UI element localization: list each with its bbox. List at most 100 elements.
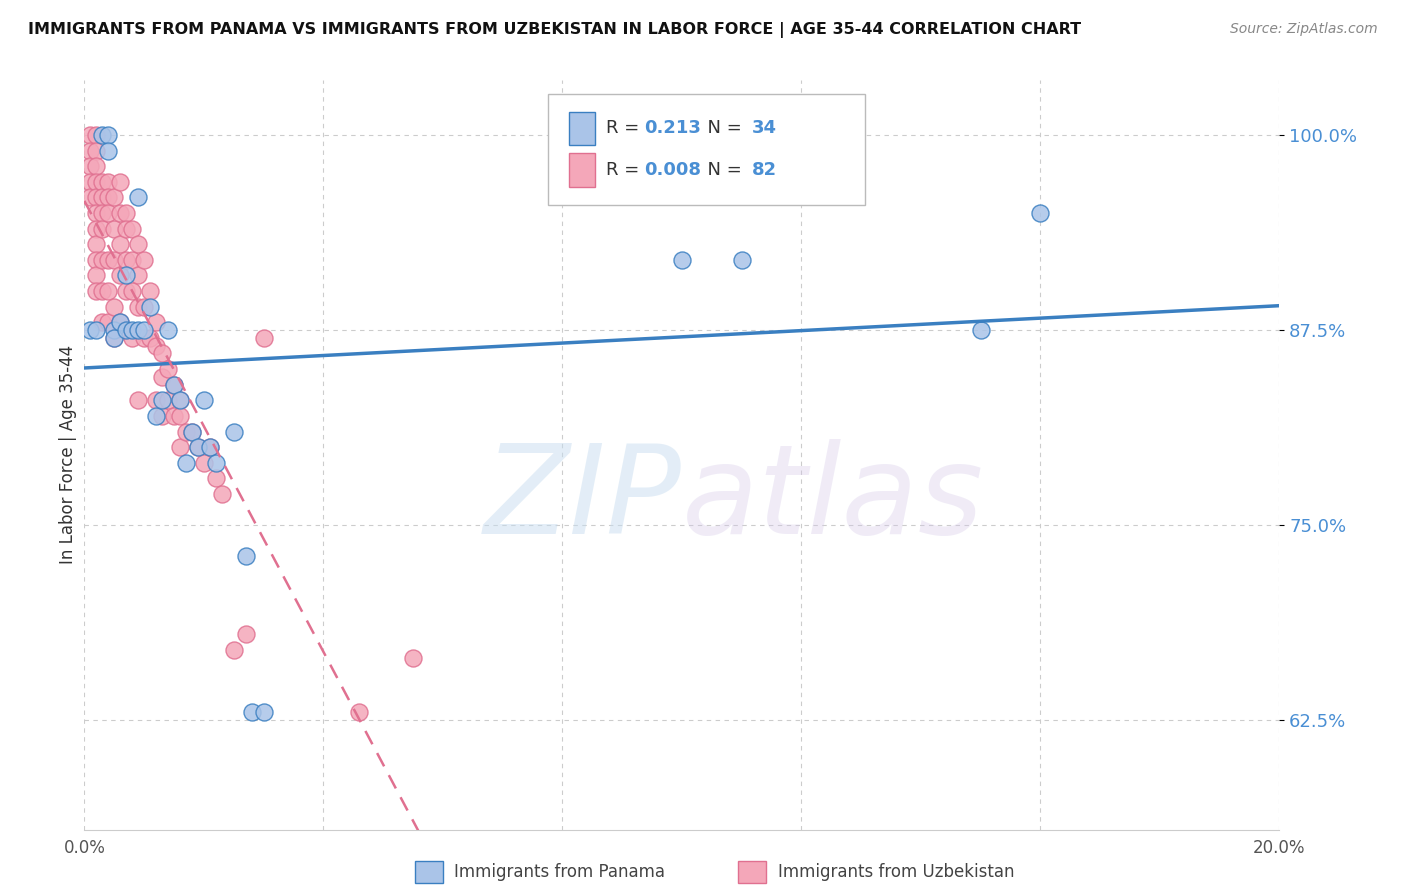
Point: [181, 425, 204, 439]
Point: [121, 331, 143, 345]
Point: [132, 331, 156, 345]
Point: [127, 237, 149, 252]
Point: [163, 377, 186, 392]
Point: [235, 627, 257, 641]
Point: [91, 175, 114, 189]
Point: [145, 315, 167, 329]
Text: N =: N =: [696, 120, 748, 137]
Point: [127, 300, 149, 314]
Point: [115, 206, 138, 220]
Text: atlas: atlas: [682, 440, 984, 560]
Point: [198, 440, 221, 454]
Point: [97, 144, 120, 158]
Point: [240, 706, 263, 720]
Point: [402, 651, 425, 665]
Point: [115, 284, 138, 298]
Point: [103, 221, 125, 235]
Point: [115, 268, 138, 283]
Point: [103, 252, 125, 267]
Point: [169, 409, 191, 423]
Point: [103, 323, 125, 337]
Point: [91, 252, 114, 267]
Point: [132, 300, 156, 314]
Point: [86, 190, 108, 204]
Point: [235, 549, 257, 564]
Point: [169, 440, 191, 454]
Text: IMMIGRANTS FROM PANAMA VS IMMIGRANTS FROM UZBEKISTAN IN LABOR FORCE | AGE 35-44 : IMMIGRANTS FROM PANAMA VS IMMIGRANTS FRO…: [28, 22, 1081, 38]
Point: [86, 206, 108, 220]
Point: [150, 346, 173, 360]
Point: [86, 221, 108, 235]
Point: [121, 323, 143, 337]
Point: [79, 144, 101, 158]
Point: [79, 323, 101, 337]
Point: [174, 425, 197, 439]
Text: N =: N =: [696, 161, 748, 179]
Point: [86, 252, 108, 267]
Point: [970, 323, 993, 337]
Point: [97, 315, 120, 329]
Y-axis label: In Labor Force | Age 35-44: In Labor Force | Age 35-44: [59, 345, 77, 565]
Point: [86, 128, 108, 142]
Point: [157, 393, 180, 408]
Point: [91, 284, 114, 298]
Point: [97, 206, 120, 220]
Point: [163, 377, 186, 392]
Point: [349, 706, 371, 720]
Text: ZIP: ZIP: [484, 440, 682, 560]
Point: [145, 393, 167, 408]
Point: [110, 315, 132, 329]
Point: [110, 268, 132, 283]
Point: [115, 221, 138, 235]
Point: [181, 425, 204, 439]
Point: [103, 331, 125, 345]
Point: [145, 409, 167, 423]
Point: [86, 268, 108, 283]
Point: [127, 190, 149, 204]
Point: [97, 175, 120, 189]
Text: 82: 82: [752, 161, 778, 179]
Point: [127, 393, 149, 408]
Point: [205, 471, 228, 485]
Point: [97, 284, 120, 298]
Point: [253, 706, 276, 720]
Point: [110, 206, 132, 220]
Point: [127, 323, 149, 337]
Text: Immigrants from Uzbekistan: Immigrants from Uzbekistan: [778, 863, 1014, 881]
Point: [91, 190, 114, 204]
Point: [86, 175, 108, 189]
Point: [103, 190, 125, 204]
Point: [671, 252, 693, 267]
Point: [86, 144, 108, 158]
Text: 34: 34: [752, 120, 778, 137]
Point: [110, 175, 132, 189]
Point: [121, 252, 143, 267]
Point: [110, 315, 132, 329]
Point: [79, 159, 101, 173]
Point: [193, 456, 215, 470]
Text: Source: ZipAtlas.com: Source: ZipAtlas.com: [1230, 22, 1378, 37]
Point: [205, 456, 228, 470]
Point: [79, 175, 101, 189]
Point: [145, 338, 167, 352]
Point: [150, 393, 173, 408]
Point: [115, 323, 138, 337]
Point: [121, 284, 143, 298]
Point: [157, 323, 180, 337]
Point: [79, 190, 101, 204]
Point: [139, 300, 162, 314]
Text: R =: R =: [606, 161, 645, 179]
Point: [132, 323, 156, 337]
Point: [139, 331, 162, 345]
Point: [110, 237, 132, 252]
Point: [187, 440, 209, 454]
Point: [222, 643, 245, 657]
Point: [121, 221, 143, 235]
Point: [79, 128, 101, 142]
Text: 0.008: 0.008: [644, 161, 702, 179]
Point: [211, 487, 233, 501]
Point: [97, 128, 120, 142]
Point: [731, 252, 754, 267]
Point: [174, 456, 197, 470]
Point: [163, 409, 186, 423]
